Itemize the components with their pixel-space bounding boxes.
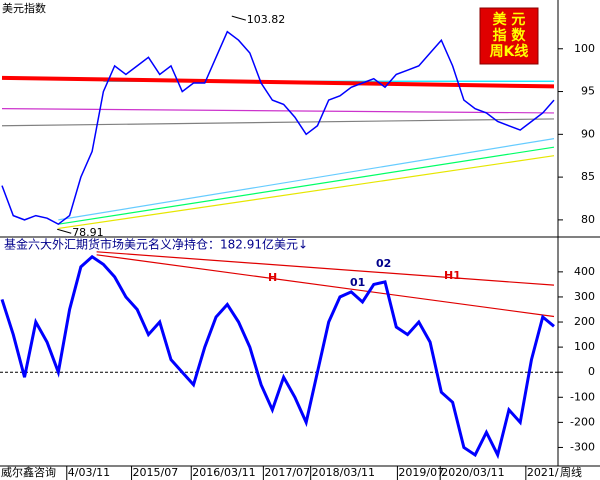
x-tick-label: 2021/: [527, 466, 559, 479]
bottom-title: 基金六大外汇期货市场美元名义净持仓：182.91亿美元↓: [4, 237, 308, 252]
x-tick-label: 2017/07: [264, 466, 310, 479]
series-line: [58, 146, 555, 225]
source: 威尔鑫咨询: [1, 465, 56, 479]
series-line: [58, 155, 555, 230]
y-tick-label: 400: [574, 265, 595, 278]
annotation-pointer: [231, 15, 246, 21]
y-tick-label: -300: [570, 440, 595, 453]
x-tick-label: 2019/07: [398, 466, 444, 479]
y-tick-label: 300: [574, 290, 595, 303]
y-tick-label: 85: [581, 170, 595, 183]
y-tick-label: 100: [574, 340, 595, 353]
y-tick-label: 95: [581, 85, 595, 98]
period: 周线: [560, 465, 582, 479]
y-tick-label: 200: [574, 315, 595, 328]
series-line: [0, 254, 555, 460]
x-tick-label: 2020/03/11: [441, 466, 504, 479]
label: 02: [376, 257, 391, 270]
badge: [479, 7, 539, 65]
badge-text: 周K线: [490, 43, 529, 60]
label: H: [268, 271, 277, 284]
badge-text: 美 元: [493, 11, 526, 28]
series-line: [1, 118, 555, 127]
series-line: [1, 75, 555, 89]
y-tick-label: 90: [581, 127, 595, 140]
annotation-label: 103.82: [247, 13, 286, 26]
top-title: 美元指数: [2, 1, 46, 15]
y-tick-label: -200: [570, 415, 595, 428]
series-line: [58, 138, 555, 221]
badge-text: 指 数: [493, 27, 527, 44]
annotation-pointer: [57, 228, 72, 234]
y-tick-label: -100: [570, 390, 595, 403]
y-tick-label: 80: [581, 213, 595, 226]
x-tick-label: 2015/07: [133, 466, 179, 479]
annotation-label: 78.91: [72, 226, 104, 239]
series-line: [96, 254, 555, 318]
x-tick-label: 2016/03/11: [192, 466, 255, 479]
label: H1: [444, 269, 461, 282]
series-line: [1, 108, 555, 114]
y-tick-label: 0: [588, 365, 595, 378]
series-line: [96, 251, 555, 286]
x-tick-label: 2018/03/11: [312, 466, 375, 479]
series-line: [1, 30, 555, 226]
x-tick-label: 4/03/11: [68, 466, 110, 479]
y-tick-label: 100: [574, 42, 595, 55]
label: 01: [350, 276, 365, 289]
